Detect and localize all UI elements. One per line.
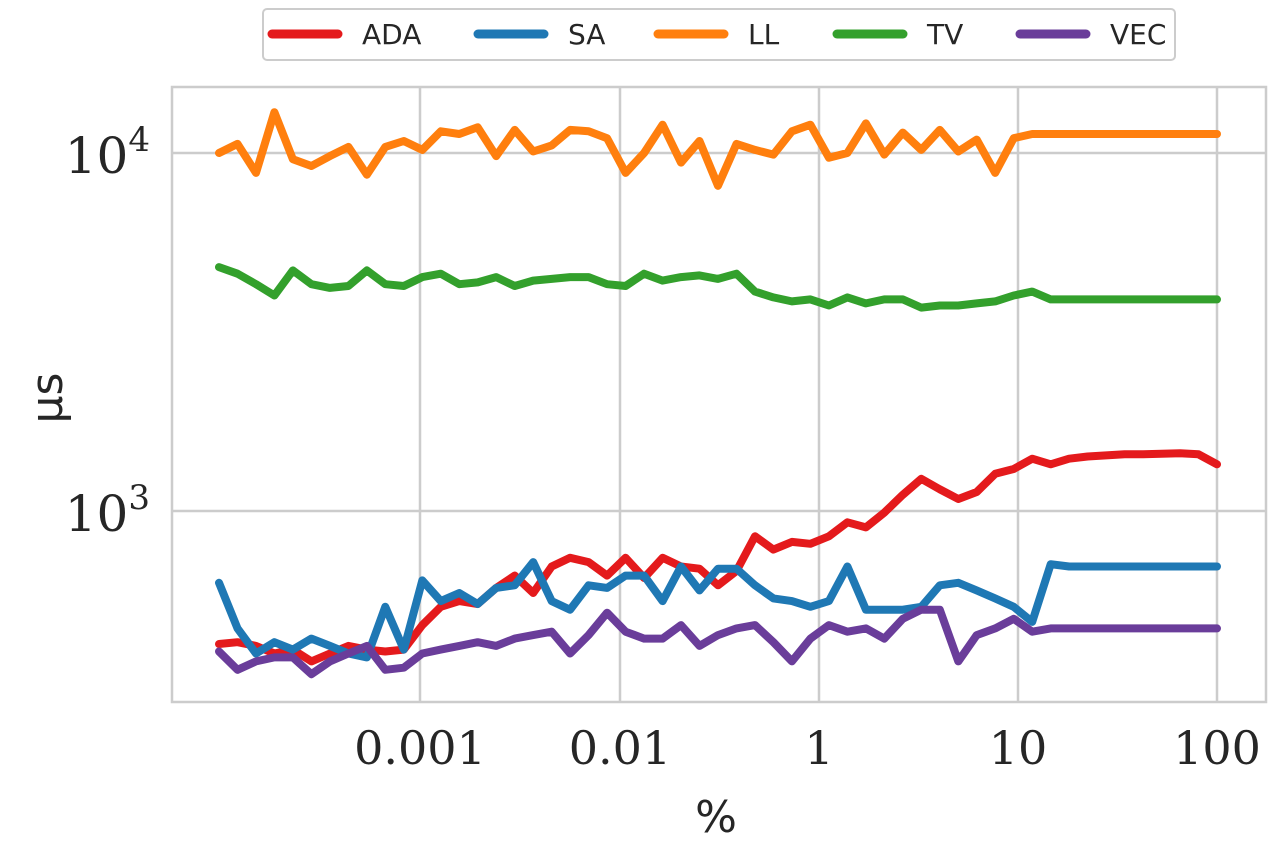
- x-tick-label: 0.01: [569, 721, 671, 775]
- x-axis-label: %: [695, 792, 737, 843]
- y-tick-labels: 104 103: [65, 120, 150, 543]
- series-line-sa: [215, 558, 1221, 662]
- series-line-ada: [215, 449, 1221, 666]
- legend-label-tv: TV: [926, 18, 963, 51]
- legend-label-ada: ADA: [362, 18, 421, 51]
- x-tick-label: 0.001: [354, 721, 486, 775]
- x-tick-label: 1: [804, 721, 833, 775]
- x-tick-label: 100: [1173, 721, 1261, 775]
- series-line-ll: [215, 108, 1221, 190]
- series-layer: [215, 108, 1221, 679]
- plot-area-frame: [170, 85, 1268, 704]
- y-axis-label: μs: [22, 373, 73, 424]
- y-tick-label: 104: [65, 120, 150, 185]
- series-line-tv: [215, 263, 1221, 312]
- series-line-vec: [215, 605, 1221, 679]
- legend-label-vec: VEC: [1110, 18, 1166, 51]
- legend-label-ll: LL: [748, 18, 780, 51]
- legend: ADA SA LL TV VEC: [262, 8, 1176, 61]
- x-tick-label: 10: [989, 721, 1048, 775]
- legend-label-sa: SA: [568, 18, 605, 51]
- y-tick-label: 103: [65, 478, 150, 543]
- x-tick-labels: 0.001 0.01 1 10 100: [354, 721, 1261, 775]
